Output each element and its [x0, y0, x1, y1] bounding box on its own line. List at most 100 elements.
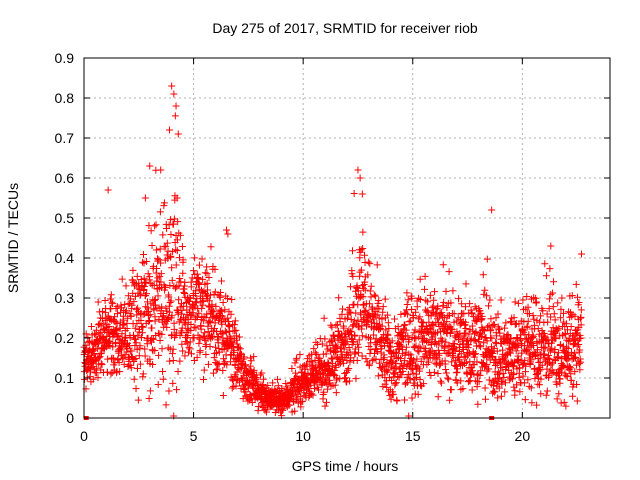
data-point [529, 312, 537, 320]
data-point [521, 356, 529, 364]
data-point [562, 372, 570, 380]
data-point [201, 269, 209, 277]
data-point [388, 358, 396, 366]
data-point [163, 239, 171, 247]
data-point [428, 304, 436, 312]
data-point [571, 349, 579, 357]
data-point [510, 314, 518, 322]
data-point [320, 388, 328, 396]
data-point [321, 366, 329, 374]
data-point [282, 379, 290, 387]
data-point [159, 231, 167, 239]
data-point [274, 382, 282, 390]
data-point [416, 296, 424, 304]
data-point [161, 283, 169, 291]
data-point [496, 329, 504, 337]
data-point [333, 343, 341, 351]
x-tick-label: 10 [295, 428, 311, 444]
data-point [416, 375, 424, 383]
data-point [144, 304, 152, 312]
data-point [158, 345, 166, 353]
data-point [366, 287, 374, 295]
data-point [101, 296, 109, 304]
data-point [340, 324, 348, 332]
data-point [185, 343, 193, 351]
data-point [477, 343, 485, 351]
data-point [578, 250, 586, 258]
data-point [151, 317, 159, 325]
data-point [524, 376, 532, 384]
data-point [228, 339, 236, 347]
data-point [359, 245, 367, 253]
data-point [120, 360, 128, 368]
data-point [140, 274, 148, 282]
data-point [208, 333, 216, 341]
data-point [444, 374, 452, 382]
data-point [147, 227, 155, 235]
data-point [338, 305, 346, 313]
data-point [576, 366, 584, 374]
data-point [157, 166, 165, 174]
data-point [477, 309, 485, 317]
data-point [408, 294, 416, 302]
data-point [560, 309, 568, 317]
data-point [165, 302, 173, 310]
data-point [554, 326, 562, 334]
data-point [314, 386, 322, 394]
data-point [460, 329, 468, 337]
data-point [356, 174, 364, 182]
data-point [327, 354, 335, 362]
data-point [375, 326, 383, 334]
data-point [525, 349, 533, 357]
data-point [511, 320, 519, 328]
data-point [202, 314, 210, 322]
data-point [520, 379, 528, 387]
data-point [400, 321, 408, 329]
data-point [184, 348, 192, 356]
data-point [332, 389, 340, 397]
data-point [380, 354, 388, 362]
data-point [218, 320, 226, 328]
data-point [520, 318, 528, 326]
data-point [150, 297, 158, 305]
data-point [439, 302, 447, 310]
data-point [547, 290, 555, 298]
data-point [318, 340, 326, 348]
data-point [122, 282, 130, 290]
data-point [226, 358, 234, 366]
y-tick-label: 0.2 [55, 330, 75, 346]
data-point [497, 296, 505, 304]
data-point [228, 295, 236, 303]
data-point [255, 402, 263, 410]
data-point [134, 332, 142, 340]
data-point [172, 261, 180, 269]
data-point [159, 367, 167, 375]
data-point [186, 297, 194, 305]
data-point [176, 274, 184, 282]
data-point [409, 369, 417, 377]
data-point [435, 339, 443, 347]
data-point [401, 396, 409, 404]
data-point [477, 367, 485, 375]
data-point [354, 340, 362, 348]
data-point [206, 343, 214, 351]
data-point [145, 395, 153, 403]
data-point [506, 376, 514, 384]
data-point [524, 317, 532, 325]
data-point [140, 282, 148, 290]
data-point [354, 287, 362, 295]
data-point [128, 301, 136, 309]
data-point [435, 349, 443, 357]
data-point [550, 310, 558, 318]
data-point [462, 280, 470, 288]
data-point [172, 246, 180, 254]
data-point [203, 263, 211, 271]
data-point [176, 357, 184, 365]
data-point [320, 370, 328, 378]
data-point [483, 255, 491, 263]
data-point [471, 337, 479, 345]
data-point [510, 370, 518, 378]
data-point [373, 304, 381, 312]
data-point [541, 260, 549, 268]
data-point [166, 298, 174, 306]
